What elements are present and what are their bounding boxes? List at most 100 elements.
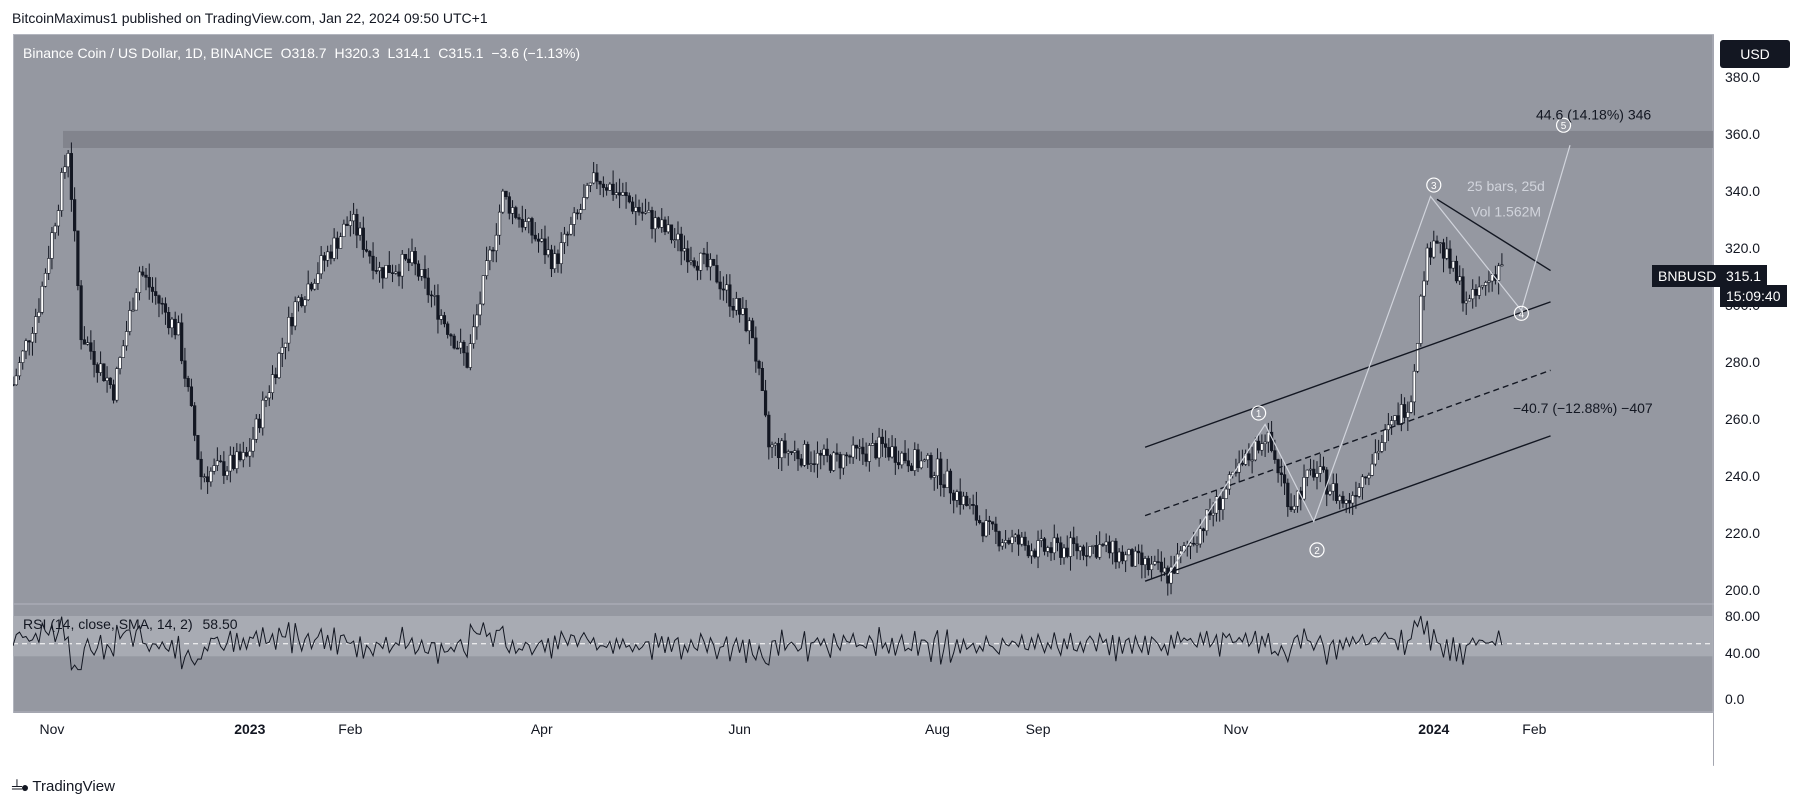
symbol-legend: Binance Coin / US Dollar, 1D, BINANCE O3…: [23, 45, 580, 61]
candle-body-80: [270, 374, 275, 393]
bars-count-label: 25 bars, 25d: [1467, 178, 1545, 194]
candle-body-15: [60, 172, 64, 211]
candle-body-221: [728, 284, 732, 307]
candle-body-155: [514, 207, 518, 218]
candle-body-220: [725, 284, 729, 291]
candle-body-283: [929, 455, 933, 478]
candle-body-428: [1399, 404, 1403, 425]
candle-body-195: [643, 211, 648, 214]
currency-button[interactable]: USD: [1720, 40, 1790, 68]
candle-body-27: [98, 363, 103, 373]
candle-body-296: [971, 504, 975, 506]
footer-brand[interactable]: ╧● TradingView: [12, 778, 115, 795]
candle-body-286: [939, 458, 943, 486]
candle-body-292: [958, 491, 962, 505]
candle-body-267: [877, 436, 881, 459]
low-value: 314.1: [395, 45, 431, 61]
candle-body-142: [472, 326, 476, 344]
candle-body-129: [429, 294, 434, 297]
candle-body-314: [1029, 550, 1034, 557]
candle-body-55: [189, 386, 194, 406]
close-label: C: [438, 45, 449, 61]
candle-body-124: [413, 251, 417, 265]
candle-body-126: [420, 269, 424, 277]
candle-body-140: [465, 352, 469, 368]
y-tick-label-3: 260.0: [1725, 411, 1760, 427]
candle-body-22: [82, 339, 86, 345]
candle-body-435: [1422, 280, 1426, 297]
candle-body-247: [812, 463, 816, 465]
candle-body-114: [381, 267, 385, 279]
candle-body-41: [144, 274, 148, 278]
price-chart[interactable]: 200.0220.0240.0260.0280.0300.0320.0340.0…: [13, 34, 1793, 766]
candle-body-279: [916, 449, 920, 469]
candle-body-214: [705, 253, 709, 268]
close-value: 315.1: [448, 45, 484, 61]
candle-body-199: [656, 217, 661, 228]
candle-body-101: [339, 236, 343, 249]
candle-body-290: [952, 492, 956, 501]
candle-body-149: [494, 234, 498, 252]
candle-body-109: [364, 249, 369, 252]
candle-body-213: [702, 252, 706, 255]
candle-body-226: [744, 308, 748, 332]
candle-body-322: [1055, 537, 1060, 544]
candle-body-175: [579, 209, 583, 214]
x-tick-label-1: 2023: [234, 721, 265, 737]
low-label: L: [387, 45, 396, 61]
candle-body-79: [267, 392, 271, 399]
candle-body-218: [718, 281, 722, 290]
candle-body-312: [1023, 536, 1027, 546]
candle-body-328: [1075, 543, 1079, 552]
candle-body-437: [1428, 247, 1433, 258]
candle-body-32: [115, 368, 119, 401]
wave-circle-4: [1513, 305, 1529, 321]
candle-body-383: [1253, 440, 1257, 461]
candle-body-117: [390, 272, 395, 274]
candle-body-92: [309, 283, 314, 290]
candle-body-73: [248, 450, 252, 457]
candle-body-253: [832, 452, 836, 471]
candle-body-353: [1156, 561, 1160, 563]
candle-body-96: [322, 255, 327, 261]
candle-body-210: [692, 260, 696, 267]
candle-body-17: [66, 153, 70, 168]
candle-body-202: [666, 224, 670, 233]
rsi-line: [13, 615, 1503, 672]
wave-label-3: 3: [1431, 181, 1437, 192]
candle-body-10: [43, 272, 48, 287]
candle-body-346: [1133, 550, 1137, 567]
candle-body-239: [786, 451, 790, 454]
candle-body-390: [1276, 459, 1280, 474]
candle-body-271: [890, 446, 894, 458]
candle-body-458: [1497, 265, 1501, 281]
candle-body-454: [1484, 282, 1488, 286]
candle-body-392: [1282, 474, 1287, 484]
candle-body-408: [1334, 483, 1339, 501]
candle-body-311: [1020, 536, 1024, 545]
candle-body-59: [202, 476, 206, 478]
candle-body-398: [1302, 477, 1306, 500]
candle-body-393: [1286, 482, 1290, 508]
candle-body-222: [731, 306, 735, 311]
candle-body-310: [1016, 534, 1021, 545]
candle-body-62: [212, 465, 216, 472]
candle-body-357: [1169, 566, 1173, 584]
candle-body-208: [686, 248, 690, 263]
candle-body-289: [948, 470, 953, 494]
candle-body-34: [121, 345, 125, 358]
candle-body-107: [358, 227, 362, 236]
candle-body-98: [329, 251, 333, 259]
candle-body-156: [517, 217, 521, 220]
candle-body-438: [1432, 240, 1436, 258]
candle-body-350: [1146, 558, 1150, 571]
candle-body-384: [1257, 440, 1261, 451]
candle-body-427: [1396, 415, 1400, 425]
candle-body-413: [1351, 495, 1355, 504]
candle-body-430: [1406, 412, 1410, 418]
candle-body-270: [887, 447, 891, 458]
candle-body-301: [987, 520, 991, 522]
candle-body-194: [640, 211, 644, 214]
candle-body-18: [69, 153, 73, 200]
candle-body-348: [1140, 552, 1144, 566]
